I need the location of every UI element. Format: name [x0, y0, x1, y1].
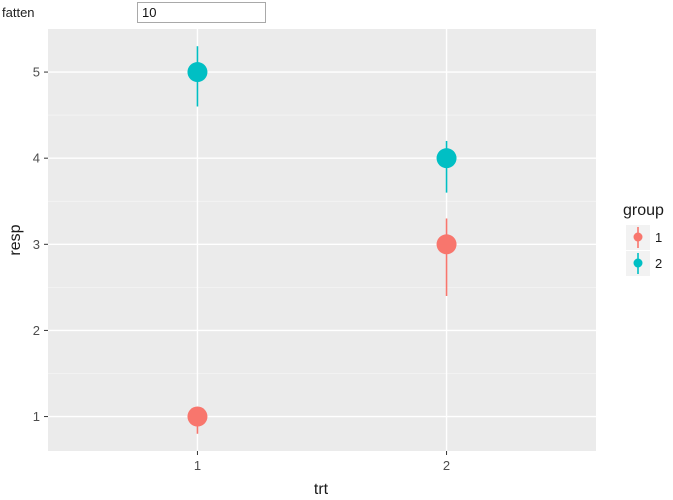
- x-axis-title: trt: [314, 481, 329, 498]
- data-marks: [187, 46, 457, 434]
- axis-ticks: 1 2 3 4 5 1 2: [33, 65, 450, 473]
- y-tick-label: 4: [33, 151, 40, 166]
- legend-label: 2: [655, 256, 662, 271]
- x-tick-label: 1: [194, 458, 201, 473]
- y-tick-label: 3: [33, 237, 40, 252]
- plot-panel: [48, 29, 596, 451]
- grid-major: [48, 29, 596, 451]
- legend-label: 1: [655, 230, 662, 245]
- fatten-input[interactable]: [137, 2, 266, 23]
- fatten-label: fatten: [2, 5, 35, 20]
- point-group-1: [187, 406, 208, 427]
- y-tick-label: 2: [33, 323, 40, 338]
- point-group-2: [187, 62, 208, 83]
- legend-key-point: [633, 232, 643, 242]
- y-tick-label: 5: [33, 65, 40, 80]
- legend-title: group: [623, 202, 664, 219]
- x-tick-label: 2: [443, 458, 450, 473]
- grid-minor: [48, 114, 596, 374]
- y-tick-label: 1: [33, 409, 40, 424]
- point-group-2: [436, 148, 457, 169]
- legend-key-point: [633, 258, 643, 268]
- point-group-1: [436, 234, 457, 255]
- legend: group 1 2: [623, 202, 664, 276]
- y-axis-title: resp: [7, 224, 24, 255]
